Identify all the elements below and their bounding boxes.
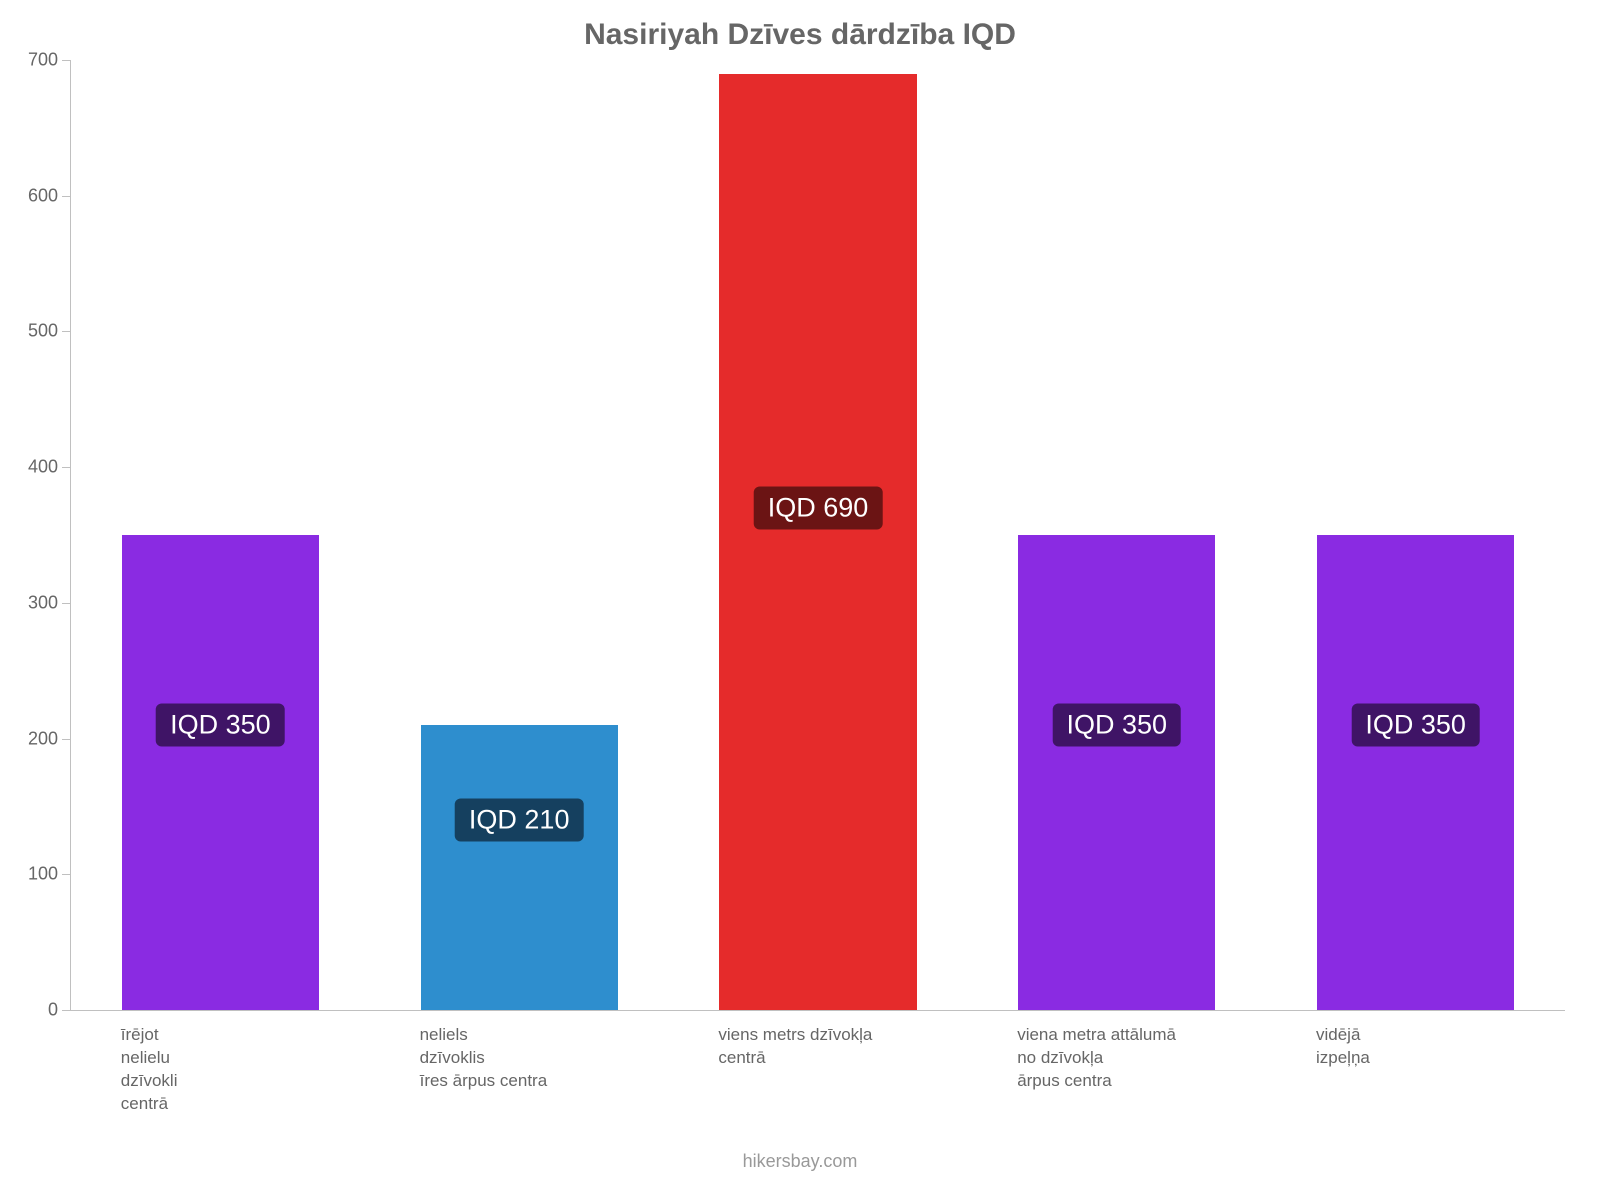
chart-container: Nasiriyah Dzīves dārdzība IQD IQD 350IQD…: [0, 0, 1600, 1200]
y-tick-label: 200: [8, 728, 58, 749]
bar-value-label: IQD 350: [1053, 704, 1182, 747]
chart-title: Nasiriyah Dzīves dārdzība IQD: [0, 18, 1600, 52]
y-tick-label: 400: [8, 457, 58, 478]
y-tick-label: 0: [8, 1000, 58, 1021]
bar-value-label: IQD 210: [455, 799, 584, 842]
y-tick-mark: [62, 467, 70, 468]
y-tick-mark: [62, 603, 70, 604]
y-tick-label: 500: [8, 321, 58, 342]
y-tick-label: 100: [8, 864, 58, 885]
y-tick-label: 600: [8, 185, 58, 206]
bar-value-label: IQD 350: [1351, 704, 1480, 747]
bar-value-label: IQD 690: [754, 486, 883, 529]
chart-footer: hikersbay.com: [0, 1151, 1600, 1172]
y-tick-label: 300: [8, 592, 58, 613]
y-tick-label: 700: [8, 50, 58, 71]
x-category-label: viens metrs dzīvokļa centrā: [718, 1024, 915, 1070]
bar: [1317, 535, 1514, 1010]
x-category-label: neliels dzīvoklis īres ārpus centra: [420, 1024, 617, 1093]
y-tick-mark: [62, 60, 70, 61]
y-tick-mark: [62, 196, 70, 197]
x-category-label: īrējot nelielu dzīvokli centrā: [121, 1024, 318, 1116]
y-tick-mark: [62, 1010, 70, 1011]
bar-value-label: IQD 350: [156, 704, 285, 747]
plot-area: IQD 350 IQD 210 IQD 690 IQD 350 IQD 350: [70, 60, 1565, 1011]
y-tick-mark: [62, 874, 70, 875]
bar: [1018, 535, 1215, 1010]
y-tick-mark: [62, 739, 70, 740]
bar: [421, 725, 618, 1010]
x-category-label: viena metra attālumā no dzīvokļa ārpus c…: [1017, 1024, 1214, 1093]
bar: [122, 535, 319, 1010]
y-tick-mark: [62, 331, 70, 332]
x-category-label: vidējā izpeļņa: [1316, 1024, 1513, 1070]
bar: [719, 74, 916, 1010]
